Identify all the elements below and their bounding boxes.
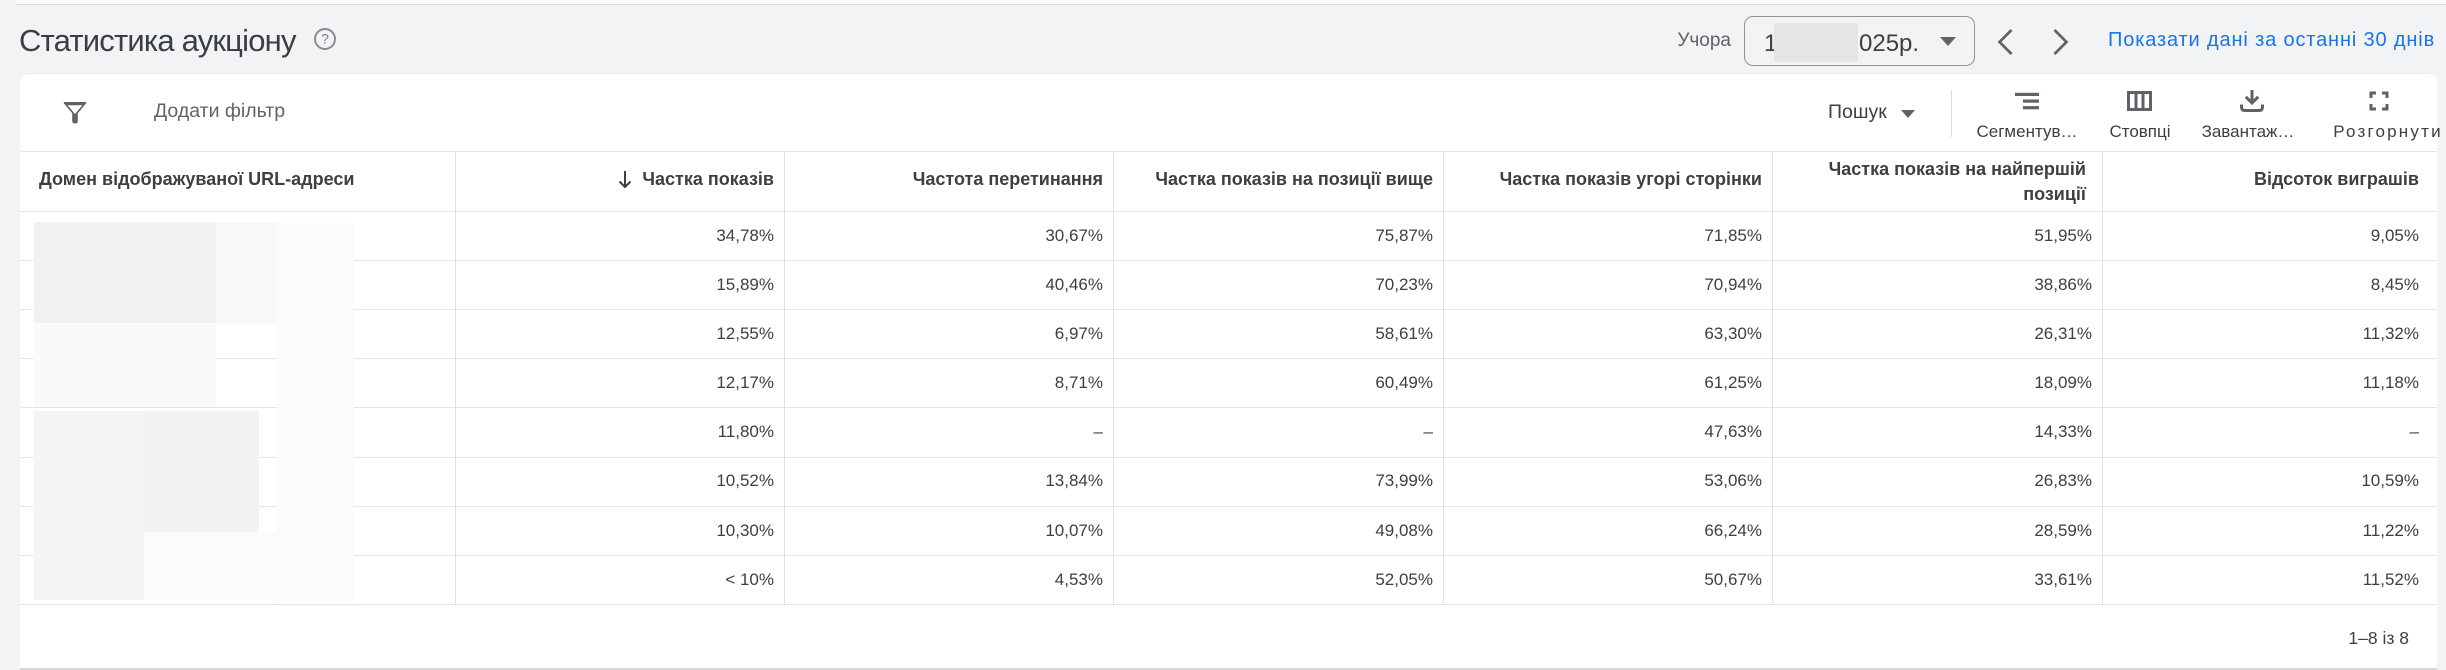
svg-text:?: ? (321, 31, 329, 47)
